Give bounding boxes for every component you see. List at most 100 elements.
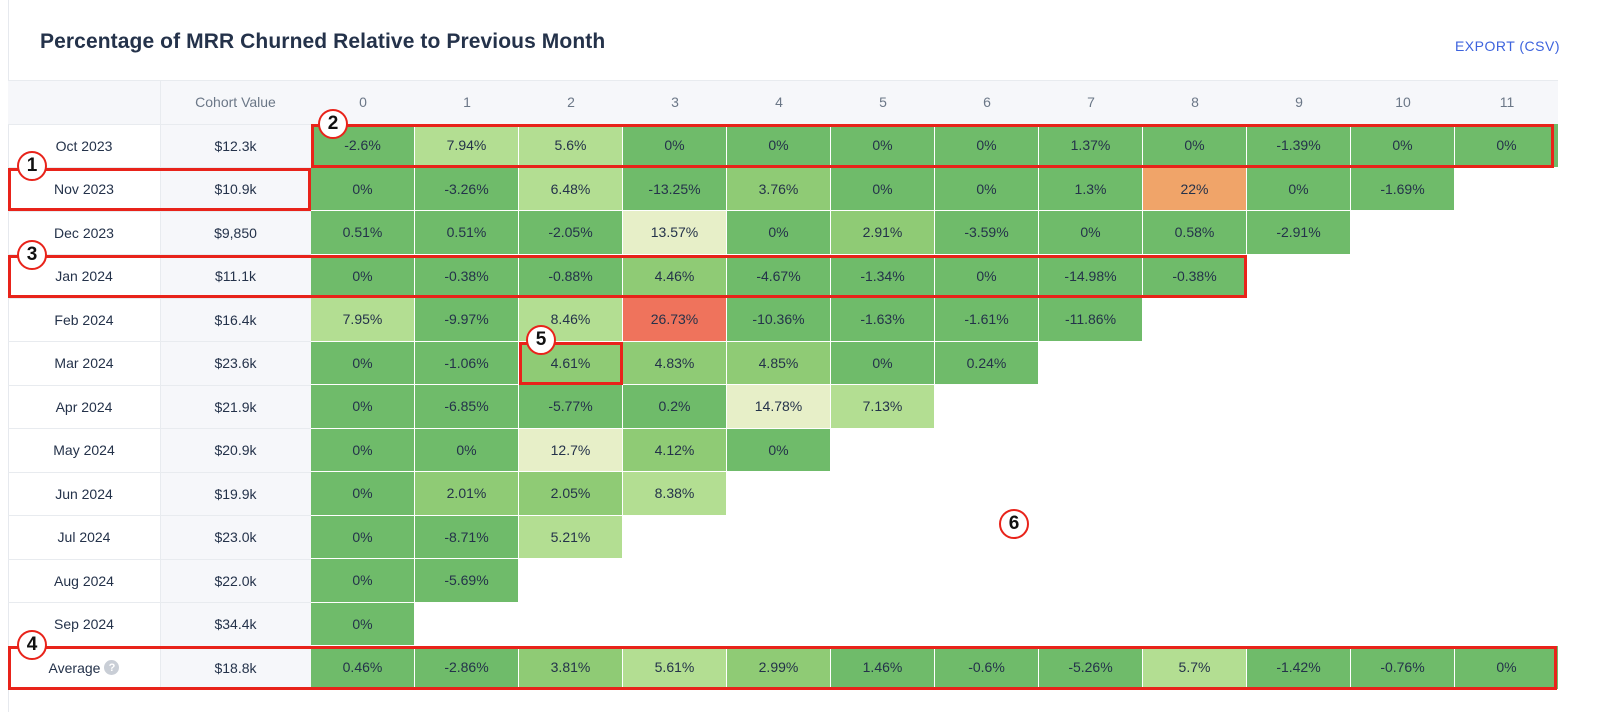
heatmap-cell[interactable]: 0% <box>831 341 934 384</box>
average-cell[interactable]: 5.61% <box>623 646 726 689</box>
heatmap-cell[interactable]: 0% <box>311 602 414 645</box>
heatmap-cell[interactable]: 0.2% <box>623 385 726 428</box>
heatmap-cell[interactable]: 0% <box>831 167 934 210</box>
heatmap-cell[interactable]: 1.37% <box>1039 124 1142 167</box>
heatmap-cell[interactable]: -1.69% <box>1351 167 1454 210</box>
heatmap-cell[interactable]: 26.73% <box>623 298 726 341</box>
heatmap-cell[interactable]: 0.51% <box>415 211 518 254</box>
average-cell[interactable]: -0.6% <box>935 646 1038 689</box>
heatmap-cell[interactable]: 0% <box>1039 211 1142 254</box>
heatmap-cell[interactable]: -5.77% <box>519 385 622 428</box>
heatmap-cell[interactable]: 0% <box>1455 124 1558 167</box>
heatmap-cell[interactable]: -0.88% <box>519 254 622 297</box>
average-row-label: Average? <box>8 646 160 690</box>
average-cell[interactable]: -2.86% <box>415 646 518 689</box>
cohort-value: $23.0k <box>214 529 257 546</box>
heatmap-cell[interactable]: 2.91% <box>831 211 934 254</box>
heatmap-cell[interactable]: -1.63% <box>831 298 934 341</box>
heatmap-cell[interactable]: 4.12% <box>623 428 726 471</box>
heatmap-cell[interactable]: 12.7% <box>519 428 622 471</box>
heatmap-cell[interactable]: 0% <box>727 211 830 254</box>
heatmap-cell[interactable]: -2.6% <box>311 124 414 167</box>
heatmap-cell[interactable]: 7.95% <box>311 298 414 341</box>
help-icon[interactable]: ? <box>104 660 120 676</box>
cohort-value: $9,850 <box>214 224 257 241</box>
heatmap-cell[interactable]: 0% <box>311 167 414 210</box>
heatmap-cell[interactable]: 0% <box>311 341 414 384</box>
average-cell[interactable]: 3.81% <box>519 646 622 689</box>
heatmap-cell[interactable]: 0% <box>935 167 1038 210</box>
heatmap-cell[interactable]: -4.67% <box>727 254 830 297</box>
heatmap-cell[interactable]: 13.57% <box>623 211 726 254</box>
heatmap-cell[interactable]: 0% <box>311 428 414 471</box>
average-cell[interactable]: 5.7% <box>1143 646 1246 689</box>
heatmap-cell[interactable]: 4.46% <box>623 254 726 297</box>
heatmap-cell[interactable]: 0.51% <box>311 211 414 254</box>
heatmap-cell[interactable]: 0% <box>727 428 830 471</box>
heatmap-cell[interactable]: 0% <box>1143 124 1246 167</box>
heatmap-cell[interactable]: 4.61% <box>519 341 622 384</box>
heatmap-cell[interactable]: -1.34% <box>831 254 934 297</box>
heatmap-cell[interactable]: 0% <box>1247 167 1350 210</box>
heatmap-cell[interactable]: 7.13% <box>831 385 934 428</box>
heatmap-cell[interactable]: 0% <box>311 254 414 297</box>
heatmap-cell[interactable]: -2.91% <box>1247 211 1350 254</box>
heatmap-cell[interactable]: -3.59% <box>935 211 1038 254</box>
heatmap-cell[interactable]: -1.61% <box>935 298 1038 341</box>
heatmap-cell[interactable]: -5.69% <box>415 559 518 602</box>
heatmap-cell[interactable]: 0% <box>935 254 1038 297</box>
heatmap-cell[interactable]: 22% <box>1143 167 1246 210</box>
average-cell[interactable]: 0.46% <box>311 646 414 689</box>
average-cell[interactable]: -5.26% <box>1039 646 1142 689</box>
heatmap-cell[interactable]: 3.76% <box>727 167 830 210</box>
heatmap-cell[interactable]: -2.05% <box>519 211 622 254</box>
heatmap-cell[interactable]: 7.94% <box>415 124 518 167</box>
heatmap-cell[interactable]: -1.39% <box>1247 124 1350 167</box>
average-cell[interactable]: -0.76% <box>1351 646 1454 689</box>
average-cell[interactable]: -1.42% <box>1247 646 1350 689</box>
heatmap-cell[interactable]: 8.46% <box>519 298 622 341</box>
export-csv-button[interactable]: EXPORT (CSV) <box>1454 38 1560 54</box>
heatmap-cell[interactable]: 8.38% <box>623 472 726 515</box>
heatmap-cell[interactable]: 6.48% <box>519 167 622 210</box>
heatmap-cell[interactable]: 2.05% <box>519 472 622 515</box>
heatmap-cell[interactable]: 14.78% <box>727 385 830 428</box>
row-label-text: Feb 2024 <box>54 311 114 328</box>
heatmap-cell[interactable]: 0% <box>623 124 726 167</box>
cohort-row-label: Jan 2024 <box>8 255 160 299</box>
heatmap-cell[interactable]: -0.38% <box>415 254 518 297</box>
heatmap-cell[interactable]: 4.85% <box>727 341 830 384</box>
heatmap-cell[interactable]: -14.98% <box>1039 254 1142 297</box>
heatmap-cell[interactable]: 1.3% <box>1039 167 1142 210</box>
heatmap-cell[interactable]: 0.24% <box>935 341 1038 384</box>
heatmap-cell[interactable]: 2.01% <box>415 472 518 515</box>
heatmap-cell[interactable]: 4.83% <box>623 341 726 384</box>
heatmap-cell[interactable]: -10.36% <box>727 298 830 341</box>
heatmap-cell[interactable]: 5.21% <box>519 515 622 558</box>
heatmap-cell[interactable]: 0% <box>311 385 414 428</box>
heatmap-cell[interactable]: 5.6% <box>519 124 622 167</box>
heatmap-cell[interactable]: -9.97% <box>415 298 518 341</box>
heatmap-cell[interactable]: -6.85% <box>415 385 518 428</box>
heatmap-cell[interactable]: -0.38% <box>1143 254 1246 297</box>
heatmap-cell[interactable]: -13.25% <box>623 167 726 210</box>
cohort-value: $23.6k <box>214 355 257 372</box>
heatmap-cell[interactable]: -8.71% <box>415 515 518 558</box>
heatmap-cell[interactable]: 0% <box>935 124 1038 167</box>
heatmap-cell[interactable]: 0% <box>415 428 518 471</box>
average-cell[interactable]: 2.99% <box>727 646 830 689</box>
heatmap-cell[interactable]: -1.06% <box>415 341 518 384</box>
average-cell[interactable]: 1.46% <box>831 646 934 689</box>
cohort-value: $12.3k <box>214 137 257 154</box>
heatmap-cell[interactable]: 0% <box>311 515 414 558</box>
average-cell[interactable]: 0% <box>1455 646 1558 689</box>
cohort-row-label: Oct 2023 <box>8 124 160 168</box>
heatmap-cell[interactable]: 0% <box>1351 124 1454 167</box>
heatmap-cell[interactable]: 0% <box>727 124 830 167</box>
heatmap-cell[interactable]: 0% <box>831 124 934 167</box>
heatmap-cell[interactable]: -11.86% <box>1039 298 1142 341</box>
heatmap-cell[interactable]: 0.58% <box>1143 211 1246 254</box>
heatmap-cell[interactable]: 0% <box>311 559 414 602</box>
heatmap-cell[interactable]: -3.26% <box>415 167 518 210</box>
heatmap-cell[interactable]: 0% <box>311 472 414 515</box>
